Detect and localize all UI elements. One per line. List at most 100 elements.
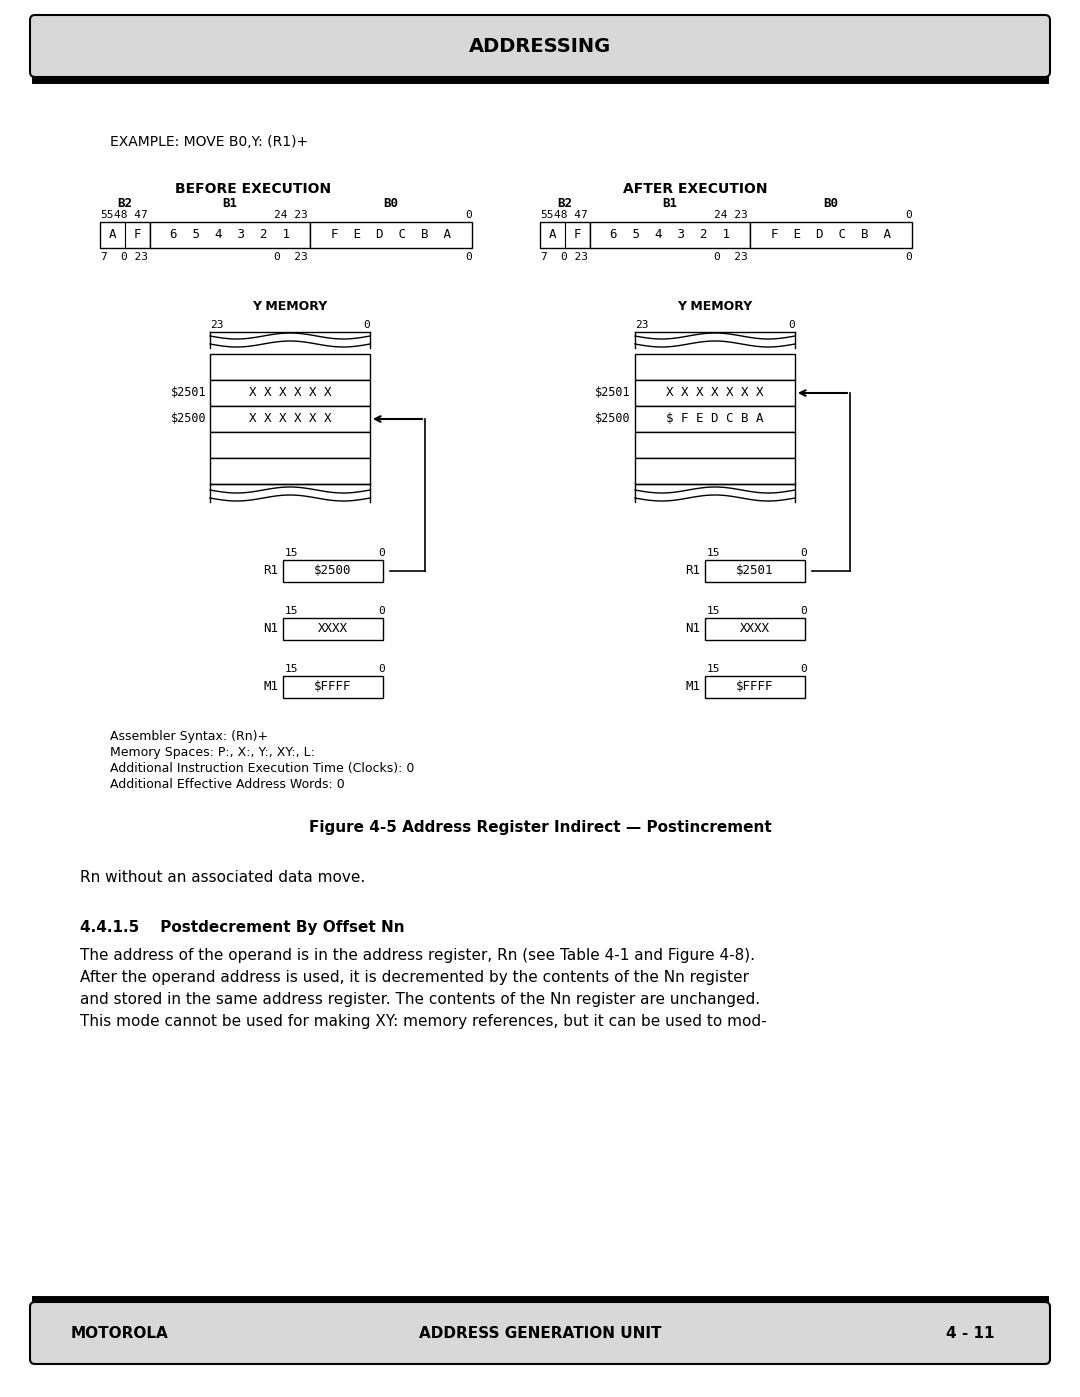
Text: 23: 23 xyxy=(635,320,648,330)
Text: 0: 0 xyxy=(465,210,472,219)
Text: BEFORE EXECUTION: BEFORE EXECUTION xyxy=(175,182,332,196)
Bar xyxy=(635,380,795,407)
Text: 7: 7 xyxy=(100,251,107,263)
FancyBboxPatch shape xyxy=(30,15,1050,77)
Text: $2500: $2500 xyxy=(171,412,206,426)
Text: Figure 4-5 Address Register Indirect — Postincrement: Figure 4-5 Address Register Indirect — P… xyxy=(309,820,771,835)
Bar xyxy=(210,353,370,380)
Text: $2500: $2500 xyxy=(595,412,631,426)
Text: 0: 0 xyxy=(378,606,384,616)
Bar xyxy=(310,222,472,249)
Text: M1: M1 xyxy=(264,680,278,693)
Text: 7: 7 xyxy=(540,251,546,263)
Text: A: A xyxy=(549,229,556,242)
Bar xyxy=(635,353,795,380)
Text: $2501: $2501 xyxy=(737,564,773,577)
Bar xyxy=(210,380,370,407)
Text: F  E  D  C  B  A: F E D C B A xyxy=(330,229,451,242)
Text: The address of the operand is in the address register, Rn (see Table 4-1 and Fig: The address of the operand is in the add… xyxy=(80,949,755,963)
Text: 15: 15 xyxy=(285,606,298,616)
Bar xyxy=(283,676,383,698)
Text: This mode cannot be used for making XY: memory references, but it can be used to: This mode cannot be used for making XY: … xyxy=(80,1014,767,1030)
Text: Assembler Syntax: (Rn)+: Assembler Syntax: (Rn)+ xyxy=(110,731,268,743)
Text: 15: 15 xyxy=(285,548,298,557)
Text: Memory Spaces: P:, X:, Y:, XY:, L:: Memory Spaces: P:, X:, Y:, XY:, L: xyxy=(110,746,315,759)
Text: F  E  D  C  B  A: F E D C B A xyxy=(771,229,891,242)
Text: Rn without an associated data move.: Rn without an associated data move. xyxy=(80,870,365,886)
Text: X X X X X X: X X X X X X xyxy=(248,412,332,426)
FancyBboxPatch shape xyxy=(30,1302,1050,1363)
Bar xyxy=(750,222,912,249)
Text: 4 - 11: 4 - 11 xyxy=(946,1326,995,1341)
Text: 0: 0 xyxy=(800,664,807,673)
Text: XXXX: XXXX xyxy=(740,623,770,636)
Bar xyxy=(283,560,383,583)
Text: 0: 0 xyxy=(378,548,384,557)
Text: B0: B0 xyxy=(383,197,399,210)
Text: 0: 0 xyxy=(905,251,912,263)
Bar xyxy=(283,617,383,640)
Bar xyxy=(210,432,370,458)
Text: X X X X X X X: X X X X X X X xyxy=(666,387,764,400)
Bar xyxy=(705,560,805,583)
Text: B1: B1 xyxy=(662,197,677,210)
Text: 23: 23 xyxy=(210,320,224,330)
Text: 6  5  4  3  2  1: 6 5 4 3 2 1 xyxy=(610,229,730,242)
Text: 0  23: 0 23 xyxy=(714,251,748,263)
Text: 48 47: 48 47 xyxy=(114,210,148,219)
Bar xyxy=(635,458,795,483)
Text: Additional Instruction Execution Time (Clocks): 0: Additional Instruction Execution Time (C… xyxy=(110,761,415,775)
Text: 48 47: 48 47 xyxy=(554,210,588,219)
Text: 15: 15 xyxy=(285,664,298,673)
Text: $2500: $2500 xyxy=(314,564,352,577)
Text: N1: N1 xyxy=(264,623,278,636)
Text: 0 23: 0 23 xyxy=(561,251,588,263)
Bar xyxy=(150,222,310,249)
Bar xyxy=(540,222,590,249)
Text: 0  23: 0 23 xyxy=(274,251,308,263)
Text: 55: 55 xyxy=(100,210,113,219)
Bar xyxy=(635,432,795,458)
Text: 0: 0 xyxy=(800,606,807,616)
Text: XXXX: XXXX xyxy=(318,623,348,636)
Text: 0: 0 xyxy=(363,320,370,330)
Bar xyxy=(100,222,150,249)
Text: M1: M1 xyxy=(685,680,700,693)
Text: 0: 0 xyxy=(800,548,807,557)
Text: EXAMPLE: MOVE B0,Y: (R1)+: EXAMPLE: MOVE B0,Y: (R1)+ xyxy=(110,136,308,149)
Text: $FFFF: $FFFF xyxy=(737,680,773,693)
Text: B2: B2 xyxy=(118,197,133,210)
Bar xyxy=(705,676,805,698)
Text: A: A xyxy=(109,229,117,242)
Bar xyxy=(635,407,795,432)
Text: and stored in the same address register. The contents of the Nn register are unc: and stored in the same address register.… xyxy=(80,992,760,1007)
Text: After the operand address is used, it is decremented by the contents of the Nn r: After the operand address is used, it is… xyxy=(80,970,750,985)
Text: ADDRESSING: ADDRESSING xyxy=(469,36,611,56)
Text: MOTOROLA: MOTOROLA xyxy=(71,1326,168,1341)
Text: R1: R1 xyxy=(264,564,278,577)
Text: R1: R1 xyxy=(685,564,700,577)
Text: B0: B0 xyxy=(824,197,838,210)
Text: $2501: $2501 xyxy=(171,387,206,400)
Text: F: F xyxy=(134,229,141,242)
Bar xyxy=(590,222,750,249)
Text: N1: N1 xyxy=(685,623,700,636)
Text: Additional Effective Address Words: 0: Additional Effective Address Words: 0 xyxy=(110,778,345,791)
Text: 0: 0 xyxy=(378,664,384,673)
Text: $FFFF: $FFFF xyxy=(314,680,352,693)
Text: 24 23: 24 23 xyxy=(274,210,308,219)
Text: 0 23: 0 23 xyxy=(121,251,148,263)
Text: F: F xyxy=(573,229,581,242)
Text: B1: B1 xyxy=(222,197,238,210)
Bar xyxy=(705,617,805,640)
Text: Y MEMORY: Y MEMORY xyxy=(253,300,327,313)
Text: B2: B2 xyxy=(557,197,572,210)
Text: Y MEMORY: Y MEMORY xyxy=(677,300,753,313)
Bar xyxy=(210,458,370,483)
Text: 15: 15 xyxy=(707,664,720,673)
Text: 6  5  4  3  2  1: 6 5 4 3 2 1 xyxy=(170,229,291,242)
Bar xyxy=(210,407,370,432)
Text: AFTER EXECUTION: AFTER EXECUTION xyxy=(623,182,767,196)
Text: $2501: $2501 xyxy=(595,387,631,400)
Text: 15: 15 xyxy=(707,548,720,557)
